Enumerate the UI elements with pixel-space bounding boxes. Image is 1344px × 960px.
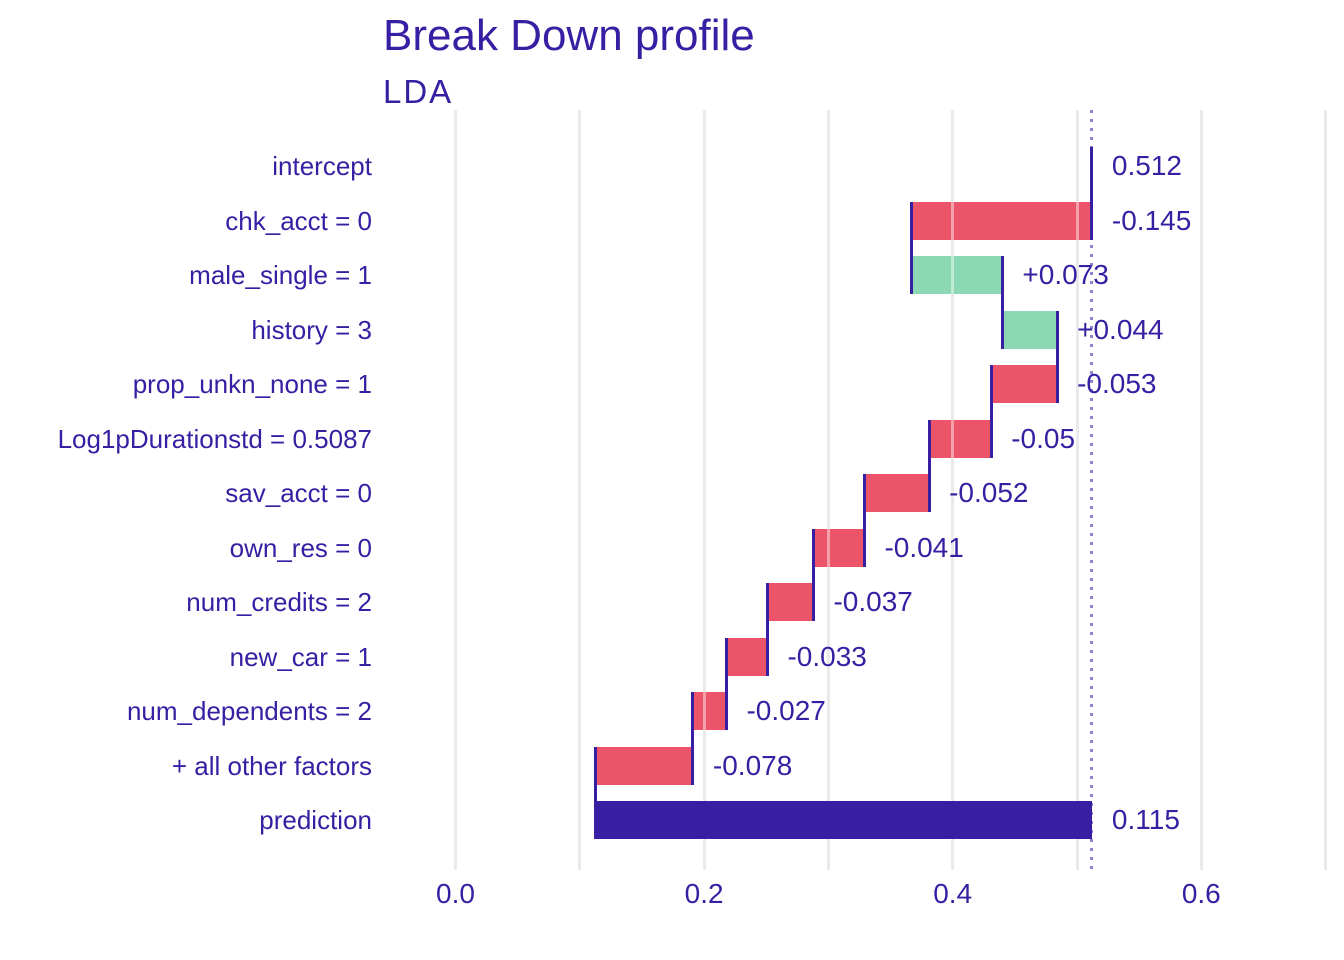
gridline [1199,110,1203,870]
x-tick-label: 0.0 [436,878,475,909]
value-label-prop-unkn-none-1: -0.053 [1077,368,1157,399]
category-label-male-single-1: male_single = 1 [189,260,372,290]
value-label-sav-acct-0: -0.052 [949,477,1029,508]
waterfall-connector [691,692,695,785]
value-label-prediction: 0.115 [1111,804,1180,835]
gridline-overlay [1075,110,1079,870]
value-label-history-3: +0.044 [1077,313,1164,345]
x-tick-label: 0.4 [933,878,973,909]
bar-sav-acct-0 [864,474,930,512]
gridline-overlay [1199,110,1203,870]
bar-chk-acct-0 [911,201,1092,240]
category-label-num-credits-2: num_credits = 2 [186,587,372,617]
waterfall-connector [594,746,598,839]
category-label-history-3: history = 3 [251,314,372,345]
gridline [1324,110,1328,870]
bar-num-dependents-2 [692,692,727,730]
bar-history-3 [1002,310,1058,349]
x-tick-label: 0.6 [1181,878,1221,909]
bar-male-single-1 [911,256,1003,294]
x-tick-label: 0.2 [684,878,724,909]
waterfall-connector [765,583,769,676]
bar-new-car-1 [726,637,768,676]
value-label-intercept: 0.512 [1111,150,1182,181]
bar-own-res-0 [813,528,865,567]
gridline [578,110,582,870]
value-label-num-dependents-2: -0.027 [746,695,826,726]
bar-prop-unkn-none-1 [991,365,1058,403]
category-label-own-res-0: own_res = 0 [229,532,372,563]
gridline-overlay [702,110,706,870]
category-label-all-other-factors: + all other factors [171,750,372,781]
value-label-chk-acct-0: -0.145 [1111,204,1192,236]
category-label-chk-acct-0: chk_acct = 0 [225,205,372,236]
category-label-prop-unkn-none-1: prop_unkn_none = 1 [132,369,372,399]
category-label-log1pdurationstd-0-5087: Log1pDurationstd = 0.5087 [57,423,372,454]
waterfall-connector [1000,256,1004,349]
category-label-num-dependents-2: num_dependents = 2 [126,696,372,726]
gridline-overlay [454,110,457,870]
category-label-prediction: prediction [259,805,372,835]
chart-title: Break Down profile [383,11,755,60]
waterfall-connector [927,419,931,512]
gridline-overlay [826,110,830,870]
intercept-dotted-line [1090,110,1094,870]
gridline [951,110,955,870]
waterfall-connector [910,201,914,294]
chart-subtitle: LDA [383,73,454,110]
gridline [702,110,706,870]
gridline [454,110,457,870]
bar-num-credits-2 [767,583,814,621]
value-label-male-single-1: +0.073 [1022,259,1109,290]
value-label-own-res-0: -0.041 [884,531,964,563]
gridline [826,110,830,870]
bar-all-other-factors [595,746,693,785]
waterfall-connector [989,365,993,458]
category-label-sav-acct-0: sav_acct = 0 [225,478,372,508]
waterfall-connector [1090,147,1094,240]
category-label-intercept: intercept [272,151,372,181]
waterfall-connector [724,637,728,730]
value-label-new-car-1: -0.033 [787,640,867,672]
gridline-overlay [951,110,955,870]
bar-prediction [595,801,1092,839]
value-label-log1pdurationstd-0-5087: -0.05 [1011,422,1076,454]
bar-log1pdurationstd-0-5087 [929,419,992,458]
gridline [1075,110,1079,870]
gridline-overlay [578,110,582,870]
value-label-all-other-factors: -0.078 [712,749,793,781]
category-label-new-car-1: new_car = 1 [229,641,372,672]
value-label-num-credits-2: -0.037 [833,586,913,617]
waterfall-connector [811,528,815,621]
waterfall-connector [862,474,866,567]
gridline-overlay [1324,110,1328,870]
waterfall-connector [1055,310,1059,403]
